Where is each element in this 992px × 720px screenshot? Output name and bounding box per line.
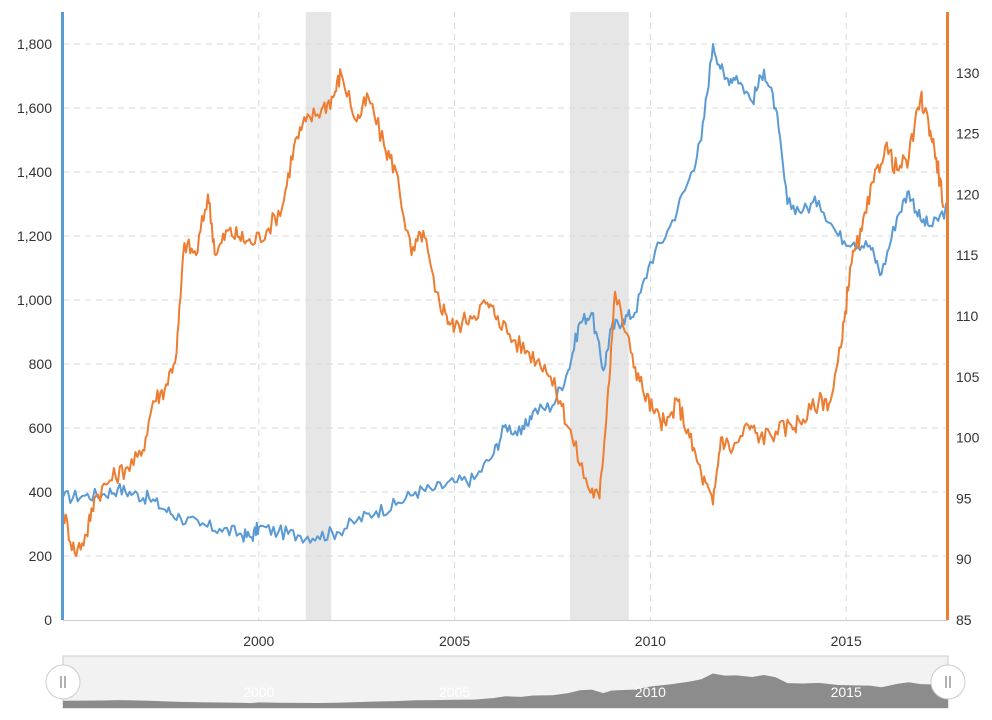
left-tick-label: 1,400	[17, 164, 52, 180]
navigator-tick-label: 2010	[635, 684, 666, 700]
x-tick-label: 2015	[831, 633, 862, 649]
navigator-tick-label: 2005	[439, 684, 470, 700]
x-tick-label: 2010	[635, 633, 666, 649]
left-tick-label: 800	[29, 356, 53, 372]
grid-lines	[63, 12, 948, 621]
y-axes	[61, 12, 949, 620]
right-tick-label: 120	[956, 186, 980, 202]
recession-bands	[305, 12, 629, 620]
left-tick-label: 1,200	[17, 228, 52, 244]
left-tick-label: 1,800	[17, 36, 52, 52]
left-axis-bar	[61, 12, 64, 620]
left-tick-label: 1,000	[17, 292, 52, 308]
right-axis-ticks: 85 90 95 100 105 110 115 120 125 130	[956, 65, 980, 628]
navigator-tick-label: 2000	[243, 684, 274, 700]
series-line-left	[62, 43, 949, 544]
recession-band	[570, 12, 629, 620]
navigator-handle-left[interactable]	[45, 664, 81, 700]
left-tick-label: 600	[29, 420, 53, 436]
x-tick-label: 2000	[243, 633, 274, 649]
series-line-right	[62, 68, 945, 558]
right-tick-label: 90	[956, 551, 972, 567]
navigator-handle-right[interactable]	[930, 664, 966, 700]
navigator-area	[63, 673, 948, 708]
right-tick-label: 100	[956, 430, 980, 446]
right-tick-label: 130	[956, 65, 980, 81]
navigator-tick-label: 2015	[831, 684, 862, 700]
left-tick-label: 0	[44, 612, 52, 628]
left-axis-ticks: 0 200 400 600 800 1,000 1,200 1,400 1,600 1,800	[17, 36, 52, 628]
recession-band	[305, 12, 332, 620]
right-axis-bar	[946, 12, 949, 620]
right-tick-label: 85	[956, 612, 972, 628]
left-tick-label: 1,600	[17, 100, 52, 116]
right-tick-label: 115	[956, 247, 979, 263]
x-axis-ticks: 2000 2005 2010 2015	[243, 633, 862, 649]
right-tick-label: 125	[956, 126, 980, 142]
right-tick-label: 110	[956, 308, 979, 324]
left-tick-label: 400	[29, 484, 53, 500]
range-navigator[interactable]: 2000 2005 2010 2015	[45, 655, 966, 709]
right-tick-label: 105	[956, 369, 980, 385]
right-tick-label: 95	[956, 490, 972, 506]
left-tick-label: 200	[29, 548, 53, 564]
x-tick-label: 2005	[439, 633, 470, 649]
series-lines	[62, 43, 949, 558]
